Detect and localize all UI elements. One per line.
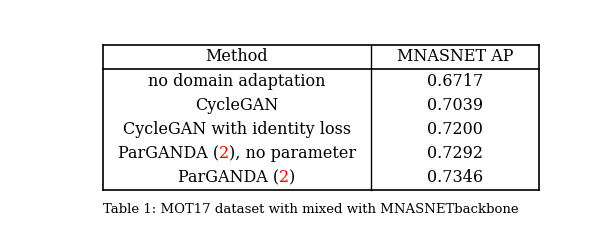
Text: ParGANDA (: ParGANDA ( <box>118 145 218 162</box>
Text: CycleGAN with identity loss: CycleGAN with identity loss <box>122 121 351 138</box>
Text: no domain adaptation: no domain adaptation <box>148 73 326 89</box>
Text: ParGANDA (: ParGANDA ( <box>178 169 279 186</box>
Text: 0.7200: 0.7200 <box>427 121 483 138</box>
Text: 0.7346: 0.7346 <box>427 169 483 186</box>
Text: ): ) <box>289 169 296 186</box>
Text: 2: 2 <box>218 145 229 162</box>
Text: 0.6717: 0.6717 <box>427 73 483 89</box>
Text: ), no parameter: ), no parameter <box>229 145 356 162</box>
Text: Method: Method <box>206 49 268 65</box>
Text: Table 1: MOT17 dataset with mixed with MNASNETbackbone: Table 1: MOT17 dataset with mixed with M… <box>103 203 518 216</box>
Text: 0.7292: 0.7292 <box>427 145 483 162</box>
Text: CycleGAN: CycleGAN <box>195 97 278 114</box>
Text: MNASNET AP: MNASNET AP <box>397 49 513 65</box>
Text: 0.7039: 0.7039 <box>427 97 483 114</box>
Text: 2: 2 <box>279 169 289 186</box>
